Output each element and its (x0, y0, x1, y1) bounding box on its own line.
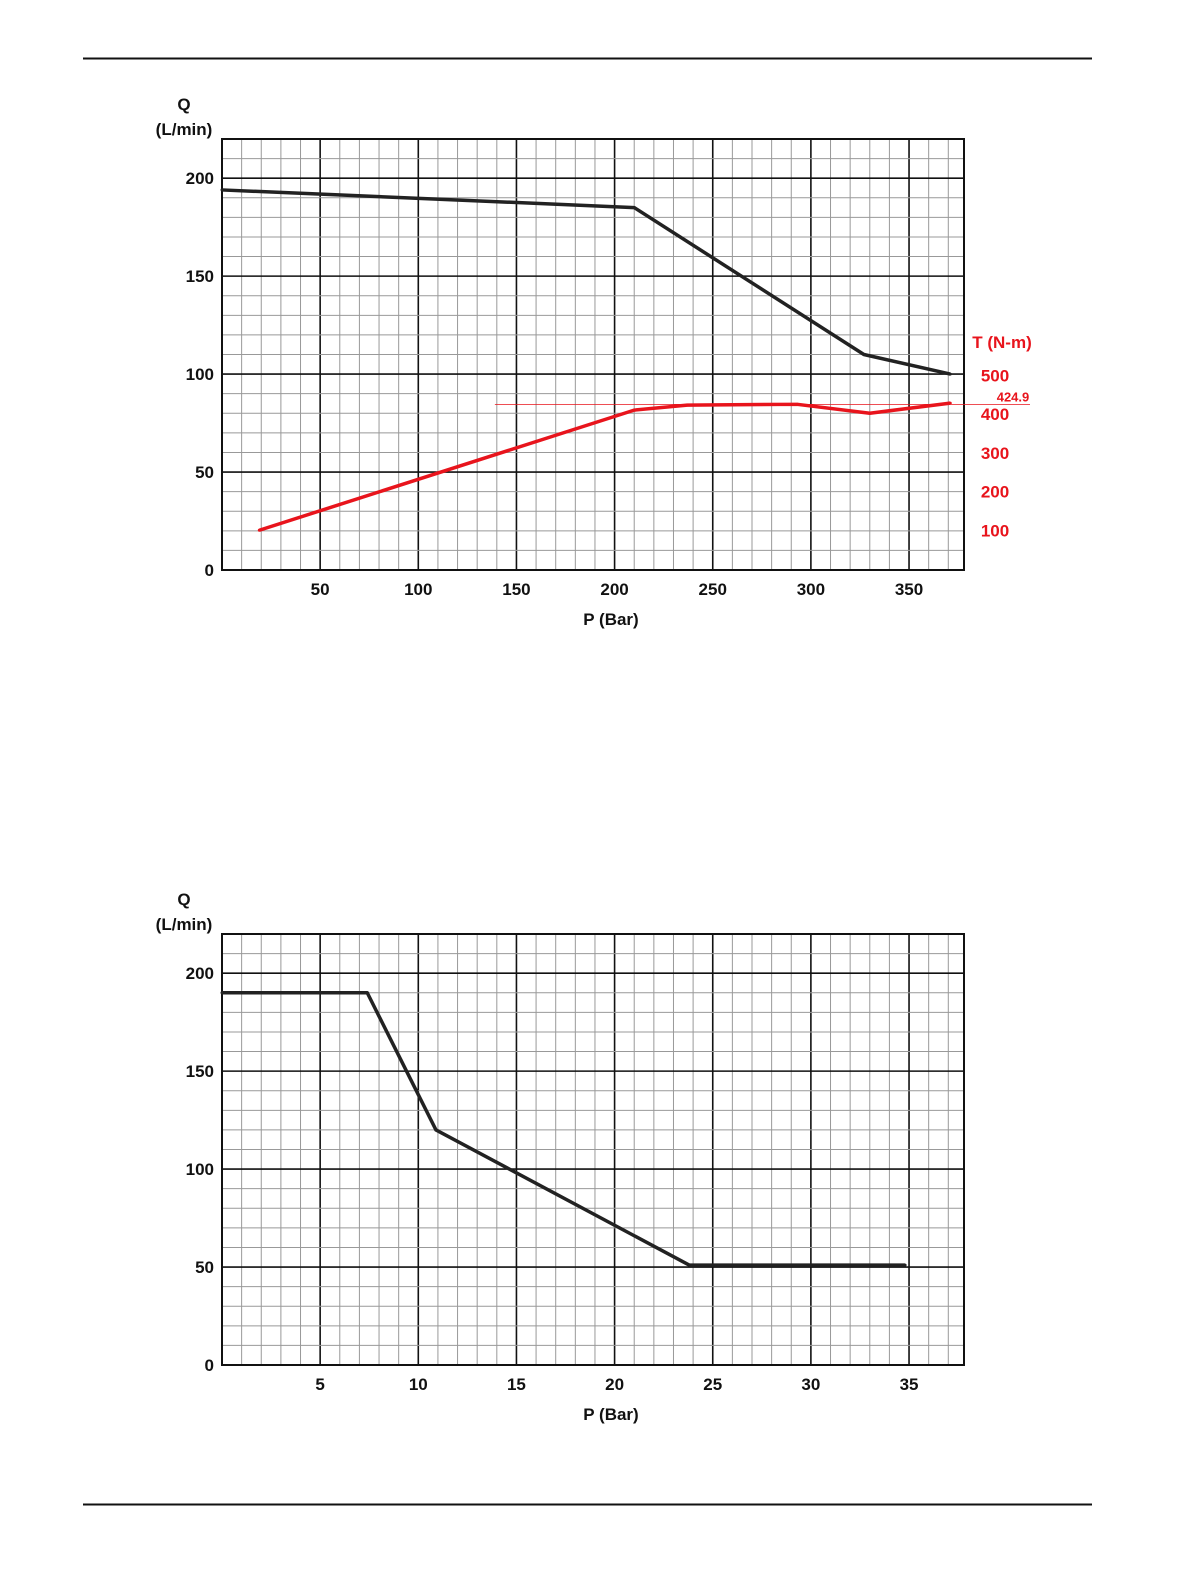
x-tick-label: 200 (600, 580, 628, 599)
data-point-q (948, 372, 952, 376)
y-axis-label-q: Q (177, 95, 190, 114)
x-tick-label: 50 (311, 580, 330, 599)
y-tick-label: 0 (205, 561, 214, 580)
grid (222, 139, 964, 570)
data-point-t (685, 403, 689, 407)
x-tick-label: 300 (797, 580, 825, 599)
y-tick-label: 0 (205, 1356, 214, 1375)
data-point-q (687, 1263, 691, 1267)
y2-tick-label: 300 (981, 444, 1009, 463)
y2-axis-label: T (N-m) (972, 333, 1031, 352)
x-tick-label: 10 (409, 1375, 428, 1394)
x-tick-label: 20 (605, 1375, 624, 1394)
y-tick-label: 50 (195, 1258, 214, 1277)
y2-tick-label: 400 (981, 405, 1009, 424)
y-tick-label: 200 (186, 169, 214, 188)
y-axis-label-unit: (L/min) (156, 915, 213, 934)
y2-tick-label: 200 (981, 483, 1009, 502)
data-point-q (434, 1128, 438, 1132)
series-line-q (222, 991, 906, 1267)
data-point-q (903, 1263, 907, 1267)
data-point-q (220, 991, 224, 995)
x-tick-label: 350 (895, 580, 923, 599)
reference-label: 424.9 (997, 389, 1030, 404)
data-point-t (948, 401, 952, 405)
y-tick-label: 100 (186, 365, 214, 384)
chart-flow-torque-vs-pressure: Q (L/min) T (N-m) P (Bar) 50 100 150 200 250… (156, 95, 1032, 629)
plot-frame (221, 138, 965, 571)
y2-tick-label: 100 (981, 521, 1009, 540)
data-point-q (220, 188, 224, 192)
y-tick-label: 200 (186, 964, 214, 983)
y-tick-label: 100 (186, 1160, 214, 1179)
x-tick-label: 250 (699, 580, 727, 599)
series-line-t (258, 401, 951, 532)
y-tick-label: 50 (195, 463, 214, 482)
chart-flow-vs-pressure-low: Q (L/min) P (Bar) 5 10 15 20 25 30 35 0 50 100 150… (156, 890, 965, 1424)
data-point-q (632, 206, 636, 210)
grid (222, 934, 964, 1365)
data-point-t (257, 528, 261, 532)
series-line-q (221, 188, 951, 376)
y2-tick-label: 500 (981, 366, 1009, 385)
x-tick-label: 150 (502, 580, 530, 599)
data-point-t (868, 411, 872, 415)
data-point-t (795, 402, 799, 406)
y-tick-label: 150 (186, 267, 214, 286)
y-tick-label: 150 (186, 1062, 214, 1081)
data-point-q (365, 991, 369, 995)
data-point-q (862, 353, 866, 356)
data-point-t (632, 408, 636, 412)
y-axis-label-q: Q (177, 890, 190, 909)
x-tick-label: 30 (801, 1375, 820, 1394)
x-tick-label: 5 (315, 1375, 324, 1394)
x-tick-label: 15 (507, 1375, 526, 1394)
y-axis-label-unit: (L/min) (156, 120, 213, 139)
x-axis-label: P (Bar) (583, 1405, 638, 1424)
x-tick-label: 35 (900, 1375, 919, 1394)
plot-frame (221, 933, 965, 1366)
x-tick-label: 25 (703, 1375, 722, 1394)
x-tick-label: 100 (404, 580, 432, 599)
x-axis-label: P (Bar) (583, 610, 638, 629)
